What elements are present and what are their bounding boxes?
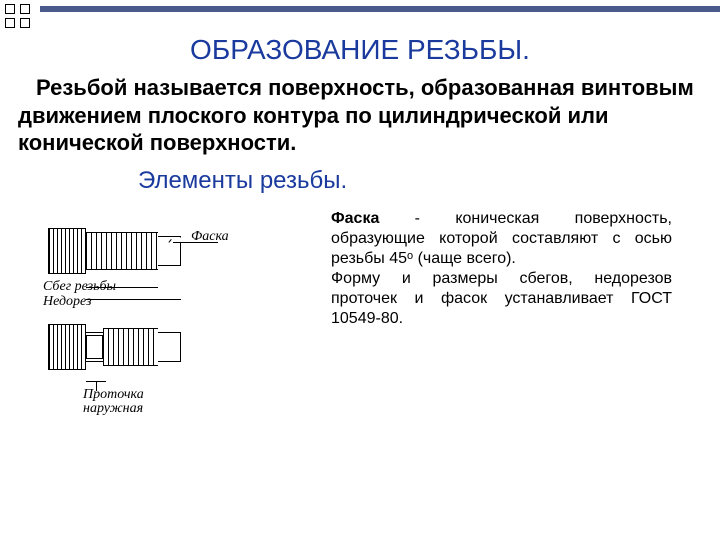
label-faska: Фаска (191, 229, 229, 245)
subtitle: Элементы резьбы. (138, 167, 702, 195)
bolt-head (48, 324, 86, 370)
content-row: Фаска Сбег резьбы Недорез Проточка наруж… (18, 209, 702, 409)
bolt-threads (86, 232, 158, 270)
slide-content: ОБРАЗОВАНИЕ РЕЗЬБЫ. Резьбой называется п… (0, 34, 720, 409)
thread-diagram: Фаска Сбег резьбы Недорез Проточка наруж… (43, 209, 303, 409)
deco-square (20, 4, 30, 14)
page-title: ОБРАЗОВАНИЕ РЕЗЬБЫ. (18, 34, 702, 66)
slide-decoration (0, 0, 720, 30)
definition-text: Резьбой называется поверхность, образова… (18, 74, 702, 157)
dimension-line (86, 299, 181, 300)
groove-icon (86, 335, 103, 359)
deco-square (5, 18, 15, 28)
description-block: Фаска - коническая поверхность, образующ… (331, 209, 702, 329)
label-nedorez: Недорез (43, 294, 92, 310)
deco-bar (40, 6, 720, 12)
bolt-threads (103, 328, 158, 366)
drawing-canvas: Фаска Сбег резьбы Недорез Проточка наруж… (43, 209, 293, 409)
label-naruzhnaya: наружная (83, 401, 143, 417)
label-sbeg: Сбег резьбы (43, 279, 116, 295)
term-name: Фаска (331, 210, 379, 227)
bolt-head (48, 228, 86, 274)
term-tail: (чаще всего). (413, 250, 516, 267)
deco-square (5, 4, 15, 14)
deco-square (20, 18, 30, 28)
gost-paragraph: Форму и размеры сбегов, недорезов проточ… (331, 269, 672, 329)
term-paragraph: Фаска - коническая поверхность, образующ… (331, 209, 672, 269)
